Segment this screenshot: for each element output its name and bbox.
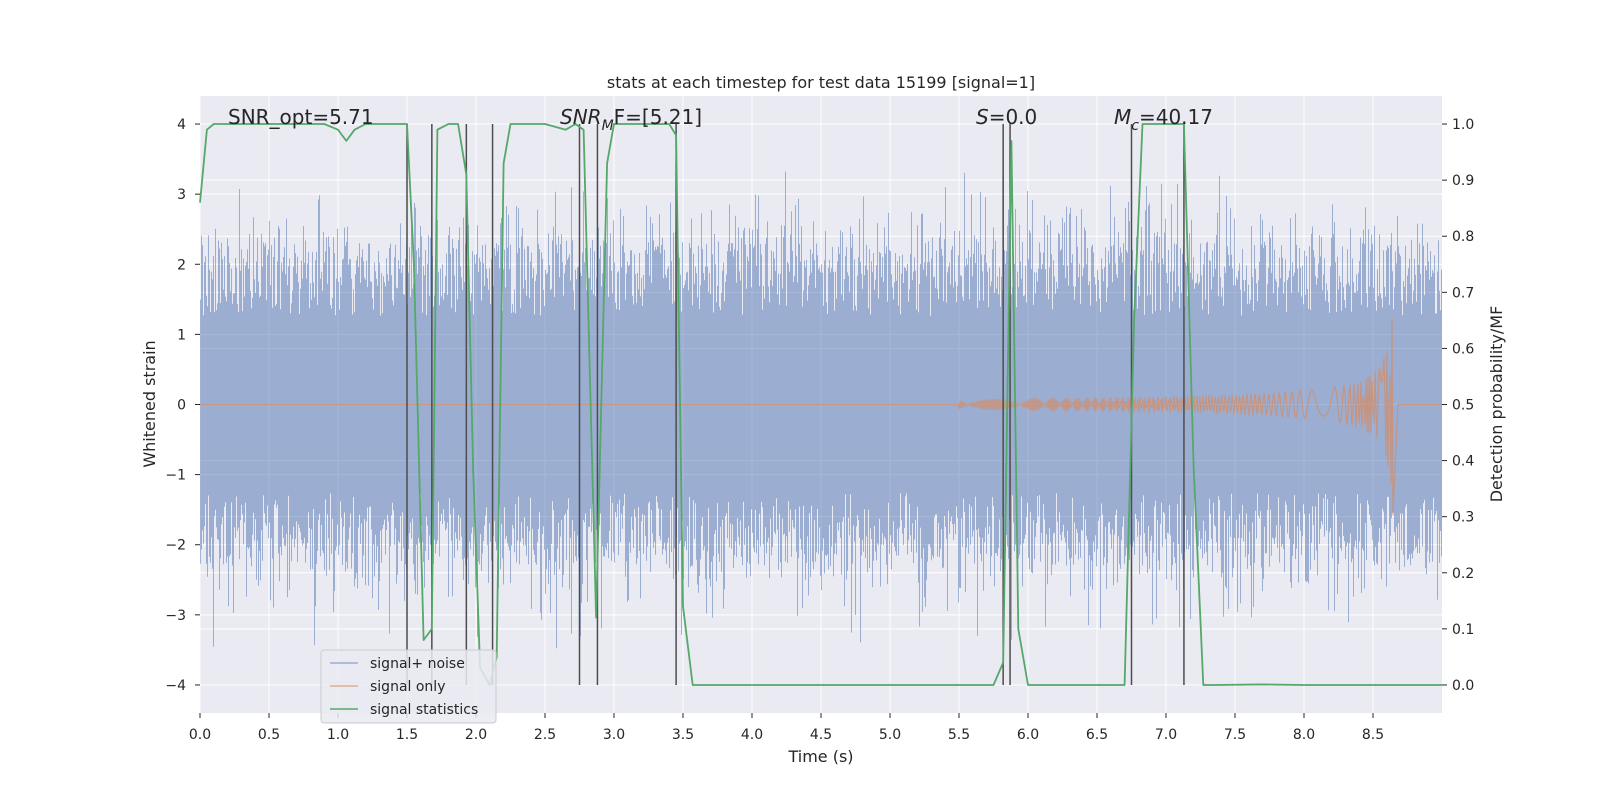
y-right-tick-label: 0.1 xyxy=(1452,622,1474,638)
x-tick-label: 6.0 xyxy=(1017,727,1039,743)
y-tick-label: −4 xyxy=(165,678,186,694)
y-tick-label: −1 xyxy=(165,468,186,484)
y-axis-right-label: Detection probability/MF xyxy=(1487,306,1506,503)
x-axis-ticks: 0.0 0.5 1.0 1.5 2.0 2.5 3.0 3.5 4.0 4.5 5.0 5.5 6.0 6… xyxy=(189,713,1384,743)
y-right-tick-label: 0.9 xyxy=(1452,173,1474,189)
y-right-tick-label: 0.0 xyxy=(1452,678,1474,694)
y-right-tick-label: 0.6 xyxy=(1452,341,1474,357)
annotation-mc-sub: c xyxy=(1131,118,1139,134)
legend: signal+ noise signal only signal statist… xyxy=(320,649,497,724)
x-tick-label: 0.5 xyxy=(258,727,280,743)
x-tick-label: 2.5 xyxy=(534,727,556,743)
annotation-s-rest: =0.0 xyxy=(989,105,1038,129)
x-tick-label: 8.5 xyxy=(1362,727,1384,743)
annotation-s: S=0.0 xyxy=(976,105,1037,129)
x-tick-label: 7.0 xyxy=(1155,727,1177,743)
x-tick-label: 8.0 xyxy=(1293,727,1315,743)
annotation-mc-main: M xyxy=(1114,105,1131,129)
y-tick-label: 1 xyxy=(177,327,186,343)
legend-label-signal-statistics: signal statistics xyxy=(370,702,478,718)
y-right-tick-label: 0.5 xyxy=(1452,398,1474,414)
y-right-tick-label: 0.8 xyxy=(1452,229,1474,245)
y-tick-label: −3 xyxy=(165,608,186,624)
y-axis-right-ticks: 1.0 0.9 0.8 0.7 0.6 0.5 0.4 0.3 0.2 0.1 0.0 xyxy=(1442,117,1474,694)
chart-title: stats at each timestep for test data 151… xyxy=(607,73,1035,92)
y-tick-label: 0 xyxy=(177,398,186,414)
x-tick-label: 0.0 xyxy=(189,727,211,743)
y-right-tick-label: 0.3 xyxy=(1452,510,1474,526)
y-tick-label: 4 xyxy=(177,117,186,133)
annotation-s-main: S xyxy=(976,105,989,129)
x-axis-label: Time (s) xyxy=(787,747,853,766)
y-right-tick-label: 1.0 xyxy=(1452,117,1474,133)
y-right-tick-label: 0.2 xyxy=(1452,566,1474,582)
x-tick-label: 5.5 xyxy=(948,727,970,743)
y-axis-ticks: 4 3 2 1 0 −1 −2 −3 −4 xyxy=(165,117,200,694)
legend-box xyxy=(320,649,497,724)
annotation-snr-mf-main: SNR xyxy=(560,105,602,129)
y-tick-label: 3 xyxy=(177,187,186,203)
x-tick-label: 3.0 xyxy=(603,727,625,743)
x-tick-label: 4.0 xyxy=(741,727,763,743)
annotation-snr-mf-sub: M xyxy=(602,118,614,134)
y-right-tick-label: 0.4 xyxy=(1452,454,1474,470)
signal-statistics-series xyxy=(199,123,1442,686)
y-tick-label: −2 xyxy=(165,538,186,554)
x-tick-label: 2.0 xyxy=(465,727,487,743)
annotation-snr-opt: SNR_opt=5.71 xyxy=(228,105,374,129)
annotation-mc: Mc=40.17 xyxy=(1114,105,1213,134)
annotation-mc-rest: =40.17 xyxy=(1139,105,1213,129)
x-tick-label: 1.0 xyxy=(327,727,349,743)
annotation-snr-mf-rest: F=[5.21] xyxy=(614,105,702,129)
annotation-snr-mf: SNRMF=[5.21] xyxy=(560,105,702,134)
y-right-tick-label: 0.7 xyxy=(1452,285,1474,301)
x-tick-label: 7.5 xyxy=(1224,727,1246,743)
x-tick-label: 3.5 xyxy=(672,727,694,743)
y-axis-label: Whitened strain xyxy=(140,340,159,467)
x-tick-label: 1.5 xyxy=(396,727,418,743)
legend-label-signal-only: signal only xyxy=(370,679,445,695)
legend-label-signal-noise: signal+ noise xyxy=(370,656,465,672)
x-tick-label: 4.5 xyxy=(810,727,832,743)
x-tick-label: 5.0 xyxy=(879,727,901,743)
signal-statistics-line xyxy=(199,123,1442,686)
x-tick-label: 6.5 xyxy=(1086,727,1108,743)
y-tick-label: 2 xyxy=(177,257,186,273)
